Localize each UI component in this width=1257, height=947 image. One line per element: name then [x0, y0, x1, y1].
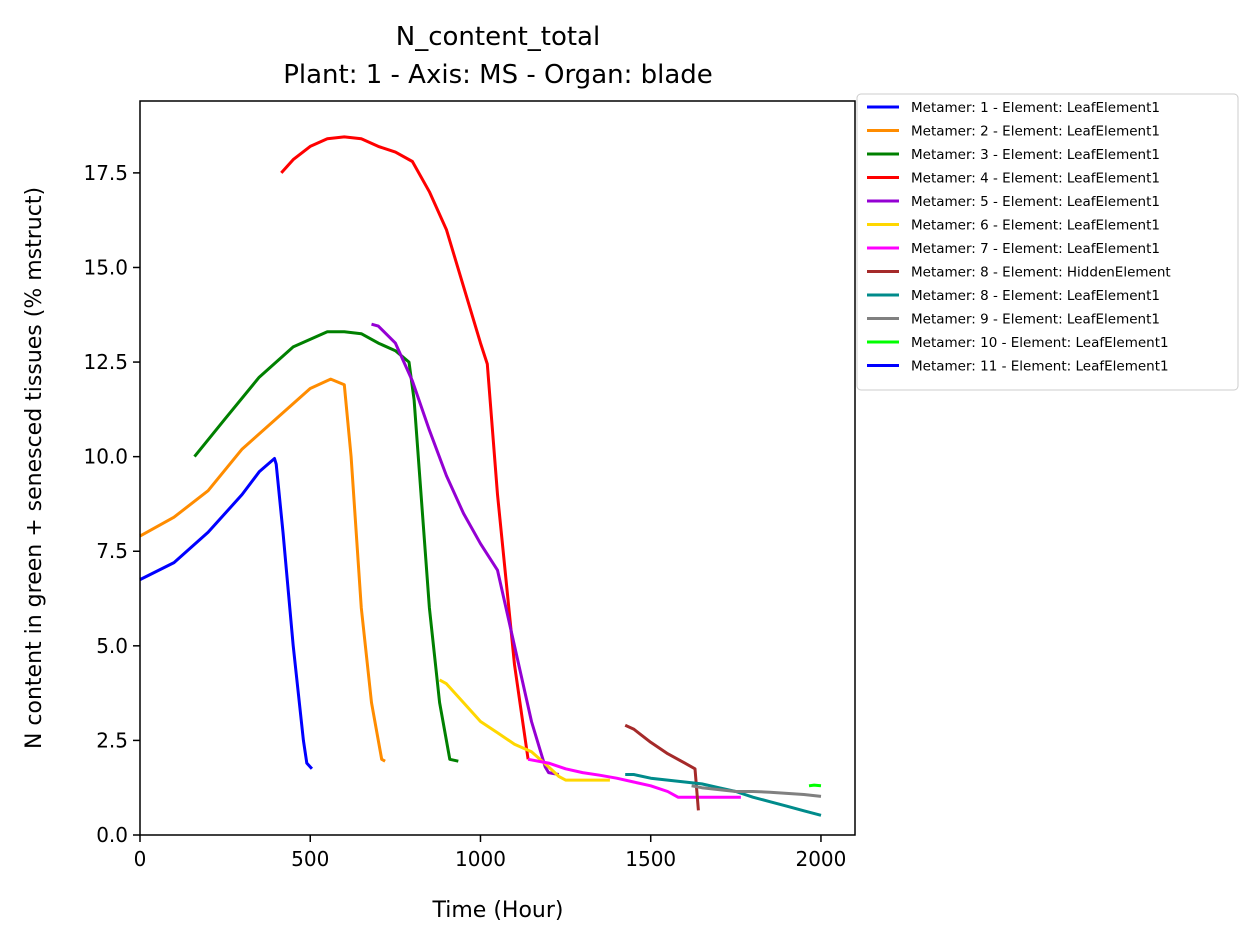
y-tick-label: 2.5 [96, 728, 128, 752]
legend-label: Metamer: 3 - Element: LeafElement1 [911, 147, 1160, 163]
series-line-11 [808, 783, 822, 788]
legend-box [856, 93, 1239, 391]
series-line-9 [625, 773, 822, 817]
y-tick-label: 12.5 [83, 350, 128, 374]
series-line-5 [371, 322, 560, 776]
x-tick-label: 1000 [455, 847, 506, 871]
legend-label: Metamer: 5 - Element: LeafElement1 [911, 194, 1160, 210]
series-line-10 [691, 784, 822, 798]
legend-label: Metamer: 4 - Element: LeafElement1 [911, 171, 1160, 187]
plot-area: 0 500 1000 1500 2000 0.0 2.5 5.0 7.5 10.0 12.5 15.0… [83, 100, 856, 871]
y-tick-label: 0.0 [96, 823, 128, 847]
legend-label: Metamer: 11 - Element: LeafElement1 [911, 359, 1169, 375]
y-tick-label: 5.0 [96, 634, 128, 658]
legend: Metamer: 1 - Element: LeafElement1 Metame… [856, 93, 1239, 391]
legend-label: Metamer: 10 - Element: LeafElement1 [911, 335, 1169, 351]
series-line-2 [139, 377, 386, 763]
y-tick-label: 15.0 [83, 255, 128, 279]
legend-label: Metamer: 8 - Element: LeafElement1 [911, 288, 1160, 304]
series-line-7 [527, 757, 741, 799]
legend-label: Metamer: 9 - Element: LeafElement1 [911, 312, 1160, 328]
series-line-1 [139, 457, 314, 770]
series-line-4 [280, 135, 530, 760]
y-tick-label: 17.5 [83, 161, 128, 185]
x-tick-label: 1500 [625, 847, 676, 871]
legend-label: Metamer: 1 - Element: LeafElement1 [911, 100, 1160, 116]
x-tick-label: 500 [291, 847, 329, 871]
chart-title: N_content_total [396, 22, 600, 52]
series-line-6 [438, 678, 610, 782]
x-axis-label: Time (Hour) [432, 898, 564, 923]
x-tick-label: 2000 [795, 847, 846, 871]
y-tick-label: 10.0 [83, 445, 128, 469]
y-axis-label: N content in green + senesced tissues (%… [22, 187, 47, 749]
y-tick-label: 7.5 [96, 539, 128, 563]
series-line-3 [193, 330, 459, 763]
chart-subtitle: Plant: 1 - Axis: MS - Organ: blade [283, 60, 713, 90]
legend-label: Metamer: 8 - Element: HiddenElement [911, 265, 1171, 281]
x-tick-label: 0 [134, 847, 147, 871]
plot-frame [139, 100, 856, 836]
legend-label: Metamer: 7 - Element: LeafElement1 [911, 241, 1160, 257]
legend-label: Metamer: 2 - Element: LeafElement1 [911, 124, 1160, 140]
legend-label: Metamer: 6 - Element: LeafElement1 [911, 218, 1160, 234]
